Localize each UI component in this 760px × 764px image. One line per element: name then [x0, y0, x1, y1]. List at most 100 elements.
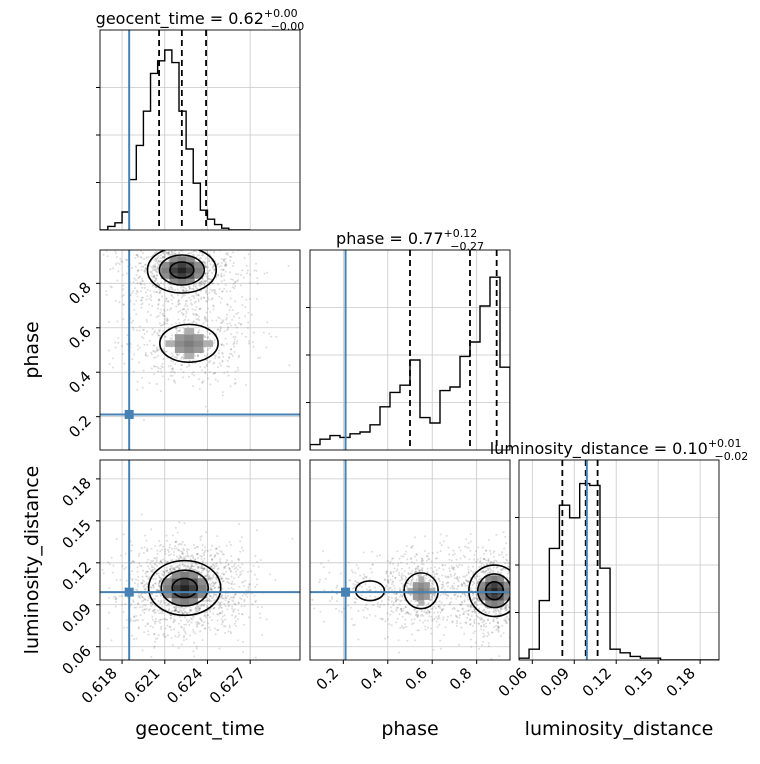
sample-point — [495, 629, 497, 631]
sample-point — [148, 224, 150, 226]
sample-point — [513, 613, 515, 615]
sample-point — [171, 353, 173, 355]
sample-point — [234, 603, 236, 605]
sample-point — [214, 587, 216, 589]
sample-point — [174, 372, 176, 374]
sample-point — [196, 226, 198, 228]
sample-point — [175, 606, 177, 608]
sample-point — [415, 568, 417, 570]
sample-point — [216, 263, 218, 265]
sample-point — [185, 303, 187, 305]
sample-point — [256, 561, 258, 563]
sample-point — [213, 599, 215, 601]
sample-point — [208, 627, 210, 629]
sample-point — [431, 620, 433, 622]
sample-point — [456, 616, 458, 618]
sample-point — [450, 573, 452, 575]
sample-point — [430, 627, 432, 629]
sample-point — [261, 606, 263, 608]
sample-point — [448, 553, 450, 555]
sample-point — [151, 569, 153, 571]
sample-point — [431, 598, 433, 600]
sample-point — [220, 328, 222, 330]
sample-point — [436, 621, 438, 623]
sample-point — [151, 305, 153, 307]
sample-point — [164, 549, 166, 551]
sample-point — [222, 621, 224, 623]
sample-point — [513, 616, 515, 618]
sample-point — [152, 626, 154, 628]
sample-point — [443, 605, 445, 607]
sample-point — [166, 351, 168, 353]
sample-point — [212, 241, 214, 243]
sample-point — [137, 571, 139, 573]
sample-point — [117, 270, 119, 272]
sample-point — [269, 573, 271, 575]
sample-point — [511, 619, 513, 621]
sample-point — [239, 540, 241, 542]
sample-point — [173, 551, 175, 553]
sample-point — [186, 366, 188, 368]
sample-point — [123, 568, 125, 570]
sample-point — [526, 578, 528, 580]
sample-point — [484, 612, 486, 614]
sample-point — [255, 601, 257, 603]
sample-point — [182, 541, 184, 543]
sample-point — [464, 585, 466, 587]
sample-point — [135, 279, 137, 281]
sample-point — [318, 581, 320, 583]
sample-point — [209, 246, 211, 248]
sample-point — [516, 621, 518, 623]
sample-point — [204, 263, 206, 265]
sample-point — [163, 323, 165, 325]
sample-point — [172, 644, 174, 646]
sample-point — [112, 367, 114, 369]
sample-point — [188, 297, 190, 299]
sample-point — [139, 594, 141, 596]
density-cell — [184, 334, 194, 341]
sample-point — [414, 618, 416, 620]
sample-point — [231, 560, 233, 562]
sample-point — [256, 298, 258, 300]
sample-point — [170, 238, 172, 240]
sample-point — [351, 618, 353, 620]
sample-point — [452, 568, 454, 570]
sample-point — [486, 567, 488, 569]
sample-point — [231, 605, 233, 607]
sample-point — [162, 375, 164, 377]
sample-point — [119, 579, 121, 581]
sample-point — [213, 342, 215, 344]
sample-point — [147, 289, 149, 291]
sample-point — [432, 580, 434, 582]
sample-point — [198, 243, 200, 245]
sample-point — [401, 568, 403, 570]
density-cell — [184, 328, 194, 335]
sample-point — [131, 358, 133, 360]
sample-point — [528, 599, 530, 601]
sample-point — [504, 607, 506, 609]
sample-point — [376, 555, 378, 557]
sample-point — [146, 331, 148, 333]
sample-point — [231, 583, 233, 585]
sample-point — [228, 375, 230, 377]
sample-point — [185, 288, 187, 290]
sample-point — [209, 383, 211, 385]
sample-point — [125, 567, 127, 569]
sample-point — [475, 641, 477, 643]
sample-point — [241, 563, 243, 565]
sample-point — [243, 599, 245, 601]
sample-point — [231, 581, 233, 583]
sample-point — [219, 363, 221, 365]
sample-point — [243, 585, 245, 587]
sample-point — [223, 625, 225, 627]
sample-point — [71, 227, 73, 229]
sample-point — [200, 565, 202, 567]
sample-point — [139, 596, 141, 598]
sample-point — [195, 239, 197, 241]
sample-point — [227, 304, 229, 306]
sample-point — [512, 603, 514, 605]
sample-point — [323, 589, 325, 591]
sample-point — [236, 340, 238, 342]
sample-point — [185, 239, 187, 241]
sample-point — [436, 573, 438, 575]
